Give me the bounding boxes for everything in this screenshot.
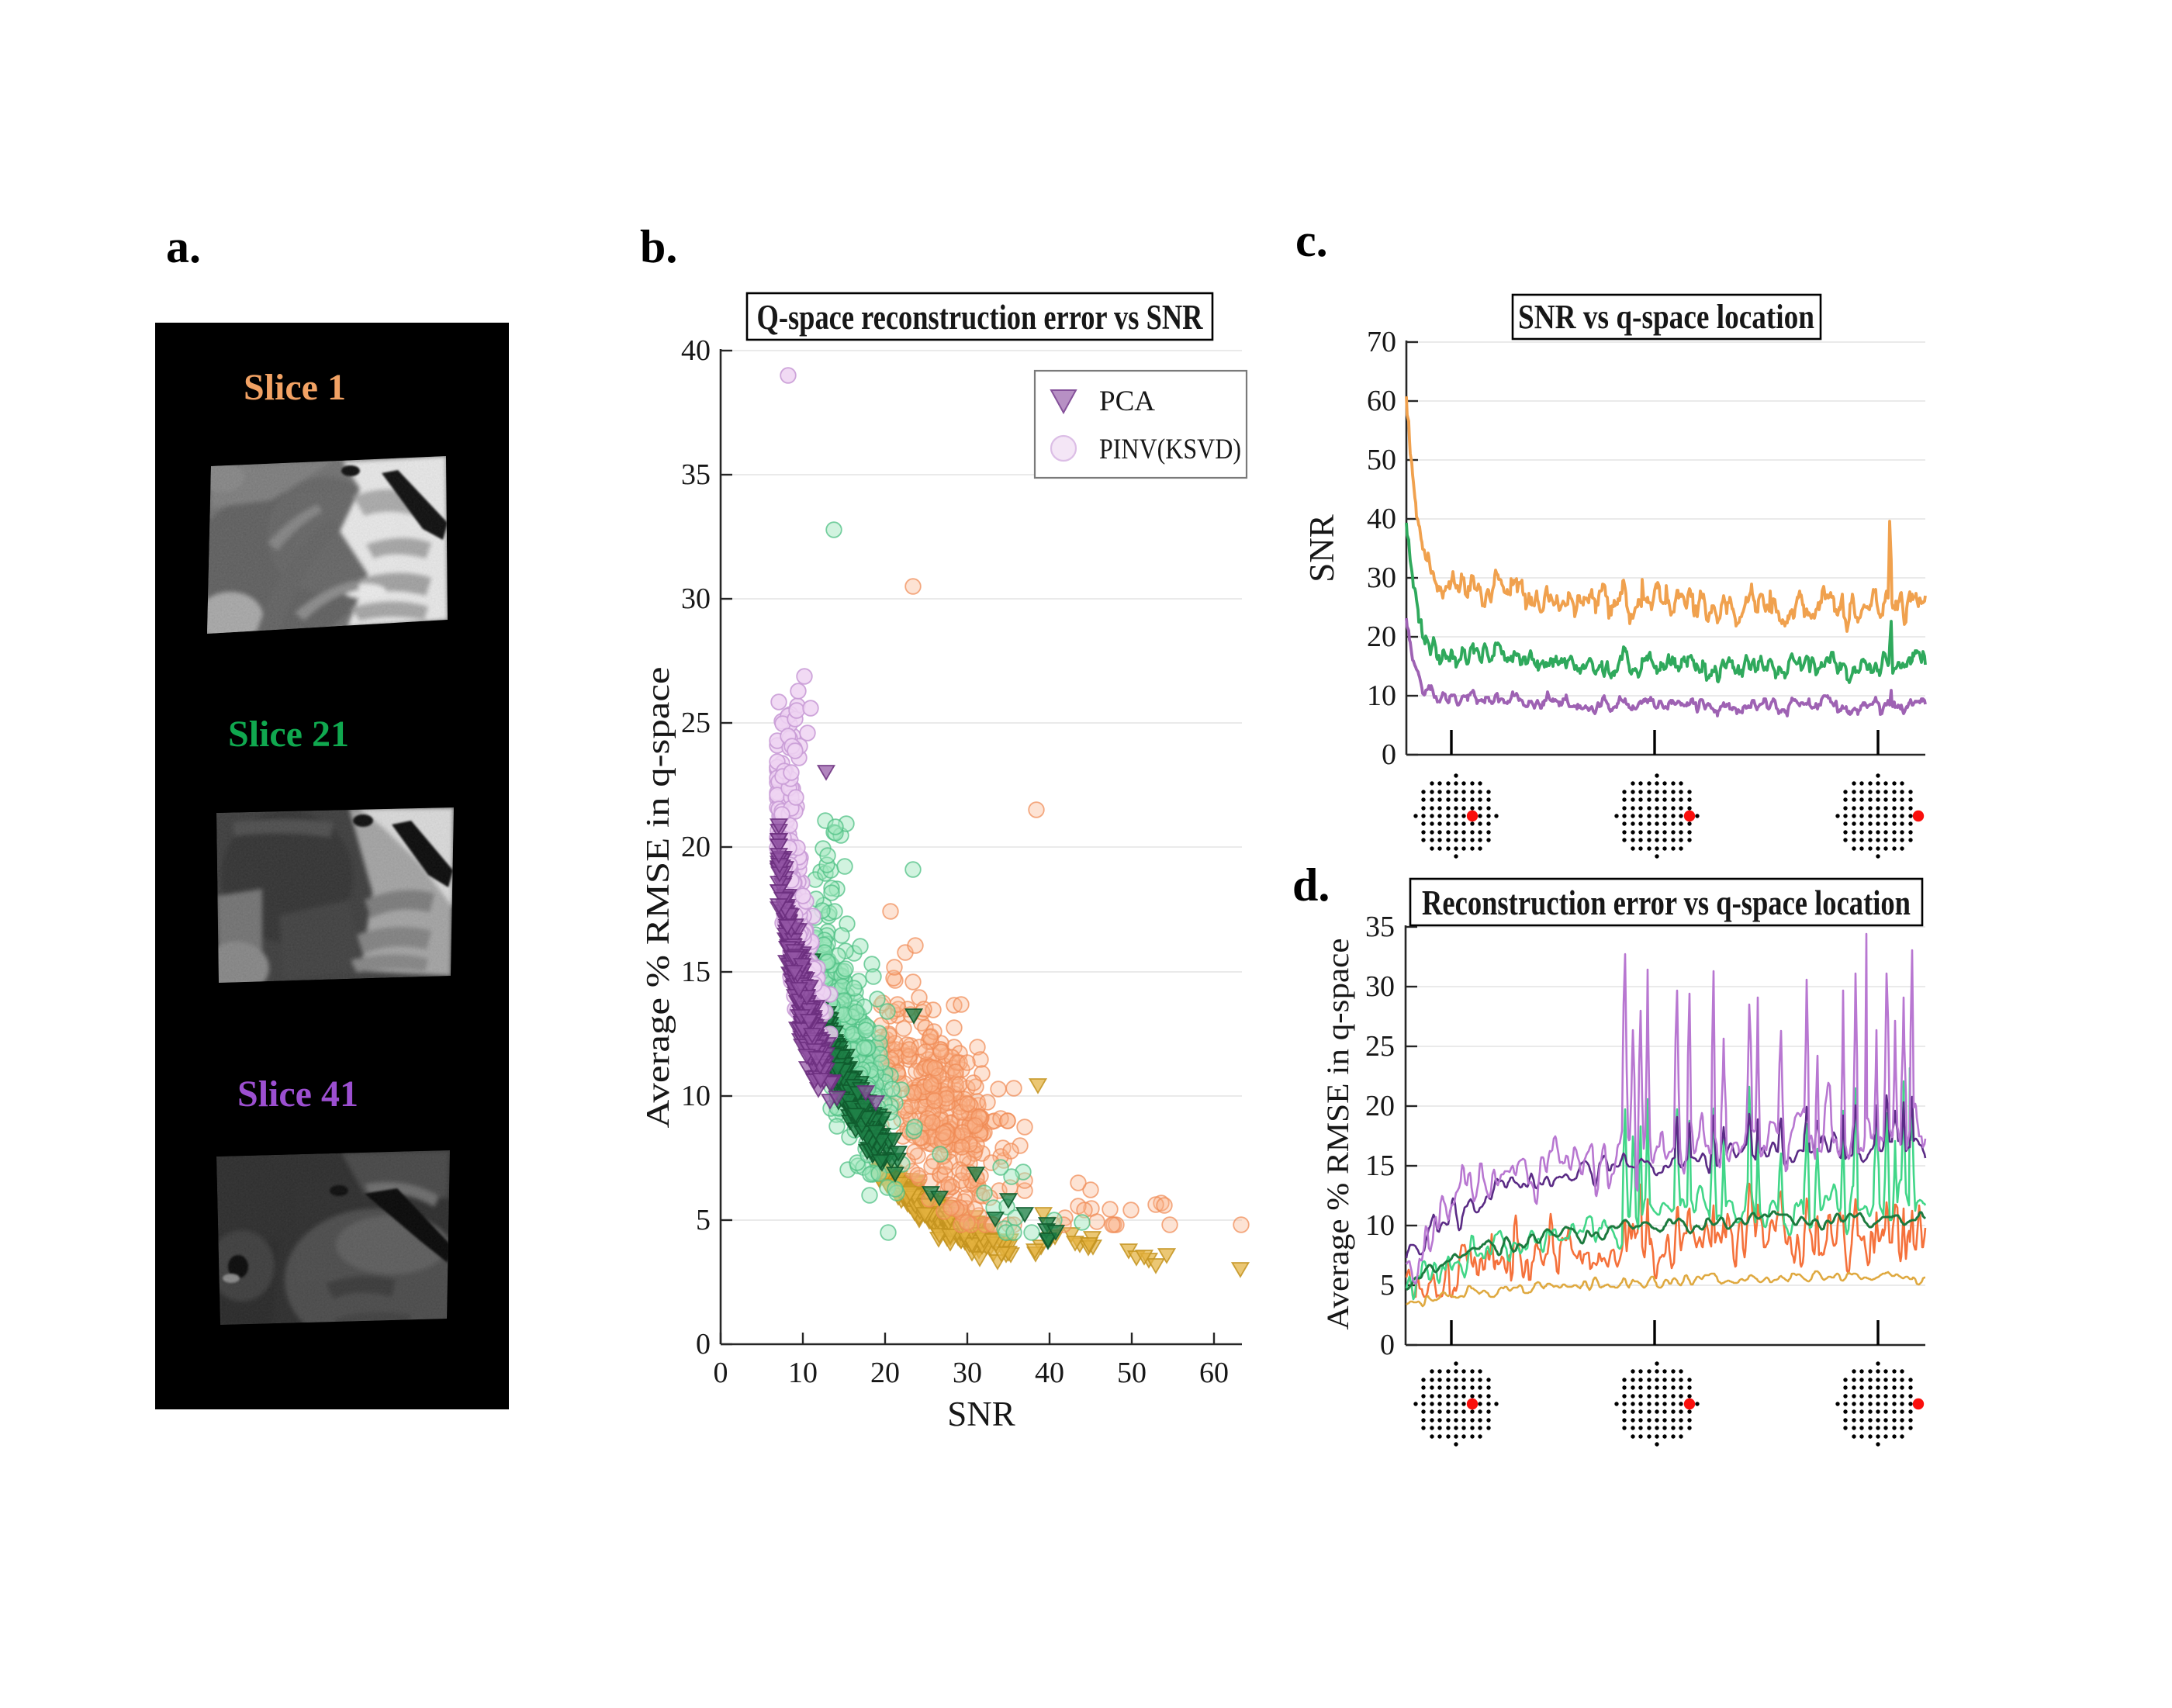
svg-text:Average % RMSE in q-space: Average % RMSE in q-space — [641, 667, 676, 1129]
svg-text:SNR vs q-space location: SNR vs q-space location — [1518, 298, 1814, 336]
svg-text:20: 20 — [1367, 621, 1396, 653]
svg-text:PINV(KSVD): PINV(KSVD) — [1099, 434, 1241, 465]
svg-text:PCA: PCA — [1099, 386, 1155, 417]
svg-text:5: 5 — [696, 1204, 711, 1236]
svg-text:40: 40 — [1035, 1357, 1064, 1389]
svg-text:15: 15 — [1365, 1150, 1395, 1182]
svg-text:30: 30 — [681, 583, 711, 615]
svg-text:5: 5 — [1380, 1269, 1395, 1302]
svg-text:Slice 41: Slice 41 — [237, 1074, 358, 1115]
svg-text:Q-space reconstruction error v: Q-space reconstruction error vs SNR — [757, 298, 1203, 337]
svg-text:10: 10 — [681, 1080, 711, 1112]
svg-text:20: 20 — [1365, 1090, 1395, 1122]
svg-text:SNR: SNR — [1302, 514, 1341, 583]
svg-text:40: 40 — [1367, 503, 1396, 535]
svg-text:25: 25 — [681, 707, 711, 739]
svg-text:a.: a. — [166, 221, 201, 272]
svg-text:30: 30 — [953, 1357, 982, 1389]
svg-text:Reconstruction error vs q-spac: Reconstruction error vs q-space location — [1422, 883, 1911, 922]
svg-text:10: 10 — [1367, 679, 1396, 712]
svg-text:d.: d. — [1292, 859, 1330, 911]
svg-text:Slice 21: Slice 21 — [228, 714, 349, 755]
svg-text:0: 0 — [696, 1328, 711, 1361]
svg-text:60: 60 — [1367, 385, 1396, 417]
svg-text:40: 40 — [681, 334, 711, 367]
svg-text:50: 50 — [1117, 1357, 1147, 1389]
svg-text:50: 50 — [1367, 444, 1396, 476]
svg-text:0: 0 — [1380, 1329, 1395, 1361]
svg-text:70: 70 — [1367, 326, 1396, 358]
svg-text:10: 10 — [1365, 1209, 1395, 1242]
svg-text:Average % RMSE in q-space: Average % RMSE in q-space — [1320, 939, 1355, 1330]
svg-text:0: 0 — [714, 1357, 728, 1389]
svg-text:30: 30 — [1367, 562, 1396, 594]
svg-text:20: 20 — [870, 1357, 900, 1389]
svg-text:35: 35 — [681, 458, 711, 491]
svg-text:20: 20 — [681, 831, 711, 863]
svg-text:0: 0 — [1382, 738, 1396, 771]
svg-text:10: 10 — [788, 1357, 818, 1389]
svg-text:b.: b. — [640, 221, 677, 272]
svg-text:SNR: SNR — [947, 1395, 1015, 1433]
svg-text:25: 25 — [1365, 1030, 1395, 1063]
svg-text:Slice 1: Slice 1 — [244, 367, 346, 408]
svg-text:c.: c. — [1295, 215, 1328, 266]
svg-text:15: 15 — [681, 956, 711, 988]
svg-text:60: 60 — [1199, 1357, 1229, 1389]
svg-text:35: 35 — [1365, 911, 1395, 943]
svg-text:30: 30 — [1365, 970, 1395, 1003]
